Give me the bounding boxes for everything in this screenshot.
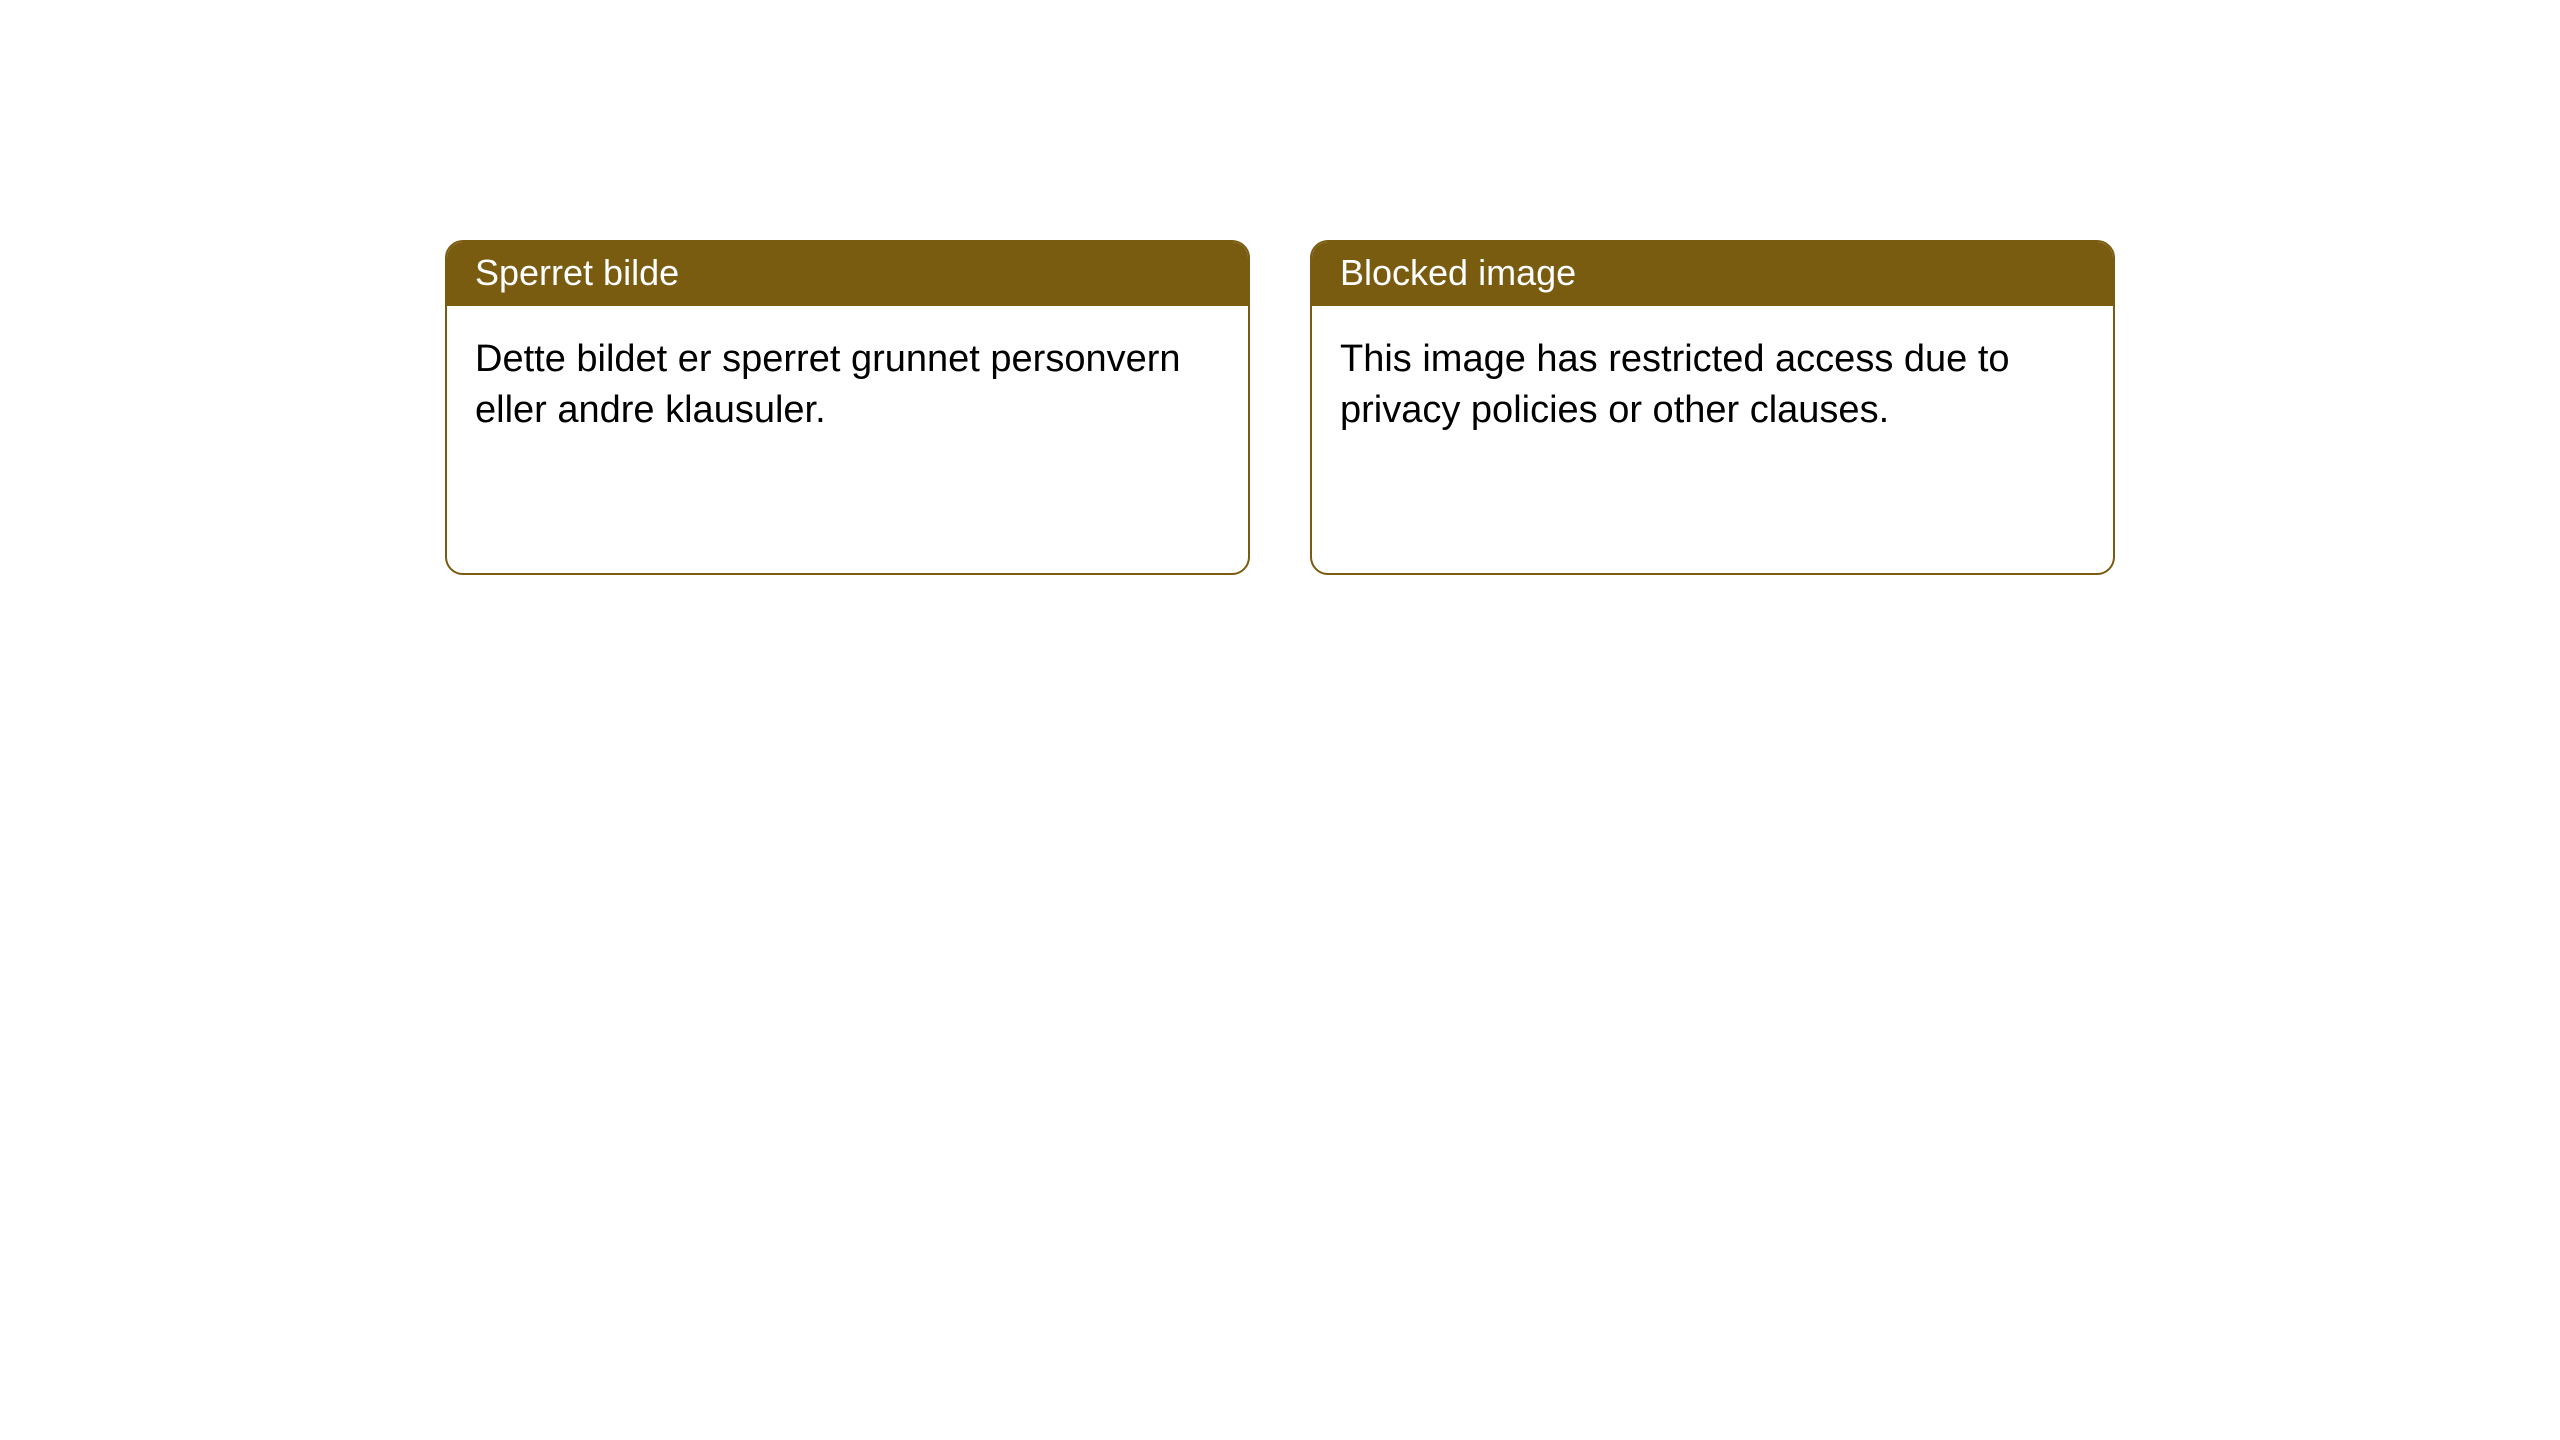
notice-body-norwegian: Dette bildet er sperret grunnet personve… <box>447 306 1248 465</box>
notice-card-english: Blocked image This image has restricted … <box>1310 240 2115 575</box>
notice-title-norwegian: Sperret bilde <box>447 242 1248 306</box>
notice-container: Sperret bilde Dette bildet er sperret gr… <box>0 0 2560 575</box>
notice-title-english: Blocked image <box>1312 242 2113 306</box>
notice-body-english: This image has restricted access due to … <box>1312 306 2113 465</box>
notice-card-norwegian: Sperret bilde Dette bildet er sperret gr… <box>445 240 1250 575</box>
